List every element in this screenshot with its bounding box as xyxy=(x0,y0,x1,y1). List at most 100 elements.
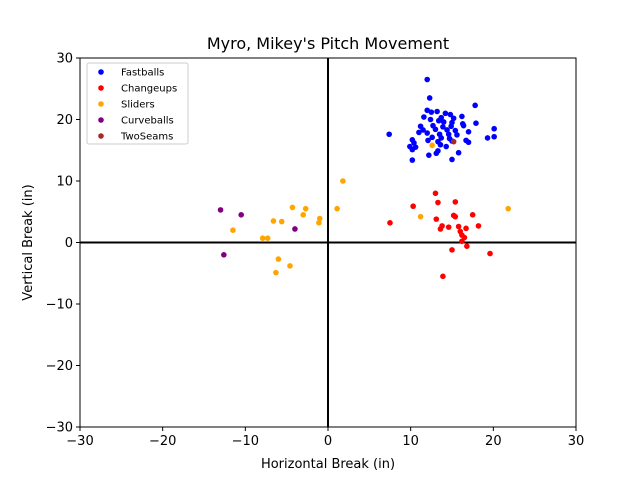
data-point-fastballs xyxy=(438,135,445,141)
x-tick-label: 0 xyxy=(324,434,332,449)
series-fastballs xyxy=(386,76,497,163)
data-point-fastballs xyxy=(443,143,450,150)
data-point-fastballs xyxy=(484,135,491,141)
data-point-changeups xyxy=(452,213,459,220)
data-point-sliders xyxy=(275,256,282,262)
series-twoseams xyxy=(450,138,457,145)
data-point-fastballs xyxy=(434,108,440,115)
data-point-changeups xyxy=(445,224,452,230)
data-point-changeups xyxy=(464,243,470,249)
legend-label-changeups: Changeups xyxy=(121,84,177,95)
x-tick-label: −20 xyxy=(149,434,176,449)
data-point-changeups xyxy=(432,190,439,197)
y-tick-label: 10 xyxy=(56,175,73,190)
y-tick-label: 20 xyxy=(56,113,73,128)
data-point-fastballs xyxy=(452,127,459,134)
data-point-changeups xyxy=(452,199,459,205)
x-ticks: −30 −20 −10 0 10 20 30 xyxy=(66,427,584,449)
data-point-fastballs xyxy=(420,127,426,133)
data-point-fastballs xyxy=(424,130,431,136)
data-point-changeups xyxy=(455,223,462,230)
y-axis-label: Vertical Break (in) xyxy=(21,184,36,300)
legend-marker-fastballs xyxy=(98,69,104,75)
data-point-fastballs xyxy=(440,119,447,125)
data-point-fastballs xyxy=(432,126,439,133)
data-point-sliders xyxy=(289,204,296,211)
y-tick-label: −20 xyxy=(46,359,73,374)
legend-marker-sliders xyxy=(98,101,104,107)
data-point-changeups xyxy=(459,238,465,245)
data-point-sliders xyxy=(429,142,435,149)
data-point-sliders xyxy=(334,205,340,212)
data-point-fastballs xyxy=(427,116,434,123)
chart-title: Myro, Mikey's Pitch Movement xyxy=(207,34,449,53)
data-point-sliders xyxy=(273,269,279,276)
data-point-fastballs xyxy=(465,139,472,146)
data-point-sliders xyxy=(230,227,236,233)
data-point-fastballs xyxy=(491,125,497,132)
data-point-changeups xyxy=(387,220,393,226)
data-point-fastballs xyxy=(465,129,472,135)
data-point-changeups xyxy=(475,223,482,229)
legend-marker-curveballs xyxy=(98,117,104,123)
data-point-fastballs xyxy=(411,140,417,146)
data-point-sliders xyxy=(259,235,266,241)
data-point-twoseams xyxy=(450,138,457,145)
data-point-fastballs xyxy=(450,115,457,122)
zero-lines xyxy=(80,58,576,427)
legend-label-twoseams: TwoSeams xyxy=(120,132,173,143)
data-point-changeups xyxy=(449,247,455,253)
data-point-fastballs xyxy=(449,156,455,163)
data-point-changeups xyxy=(435,199,441,206)
data-point-fastballs xyxy=(491,133,497,140)
x-tick-label: 10 xyxy=(402,434,419,449)
data-point-sliders xyxy=(300,212,307,218)
data-point-fastballs xyxy=(437,141,444,148)
legend-box xyxy=(86,62,189,145)
legend-items: Fastballs Changeups Sliders Curveballs TwoSe… xyxy=(98,68,177,143)
x-tick-label: 30 xyxy=(568,434,585,449)
data-point-curveballs xyxy=(217,207,224,213)
y-tick-label: −10 xyxy=(46,298,73,313)
legend-marker-twoseams xyxy=(98,133,104,139)
data-point-fastballs xyxy=(473,120,479,126)
data-point-changeups xyxy=(440,273,446,280)
data-point-fastballs xyxy=(455,149,462,156)
data-point-sliders xyxy=(264,235,271,241)
data-point-changeups xyxy=(463,225,469,232)
data-point-changeups xyxy=(469,212,476,218)
x-axis-label: Horizontal Break (in) xyxy=(261,457,395,472)
data-point-fastballs xyxy=(409,157,416,163)
data-point-sliders xyxy=(505,205,512,212)
data-point-sliders xyxy=(270,218,277,224)
series-changeups xyxy=(387,190,493,280)
data-point-fastballs xyxy=(448,123,454,130)
data-point-fastballs xyxy=(428,109,435,115)
data-point-sliders xyxy=(316,215,323,222)
data-point-fastballs xyxy=(424,76,431,83)
data-point-fastballs xyxy=(426,152,432,158)
y-tick-label: −30 xyxy=(46,421,73,436)
data-point-fastballs xyxy=(460,122,467,129)
data-point-fastballs xyxy=(442,110,449,117)
data-point-changeups xyxy=(433,216,440,222)
data-point-sliders xyxy=(316,220,322,226)
x-tick-label: 20 xyxy=(485,434,502,449)
data-point-fastballs xyxy=(447,111,454,118)
data-point-fastballs xyxy=(429,134,435,141)
points-layer xyxy=(217,76,512,280)
data-point-changeups xyxy=(437,226,444,232)
data-point-sliders xyxy=(278,218,285,225)
x-tick-label: −10 xyxy=(232,434,259,449)
x-tick-label: −30 xyxy=(66,434,93,449)
data-point-fastballs xyxy=(440,124,446,130)
data-point-fastballs xyxy=(425,137,431,144)
data-point-fastballs xyxy=(445,131,452,138)
data-point-fastballs xyxy=(444,127,450,133)
y-tick-label: 30 xyxy=(56,52,73,67)
data-point-fastballs xyxy=(426,95,433,101)
data-point-changeups xyxy=(487,250,493,257)
data-point-changeups xyxy=(457,228,464,235)
